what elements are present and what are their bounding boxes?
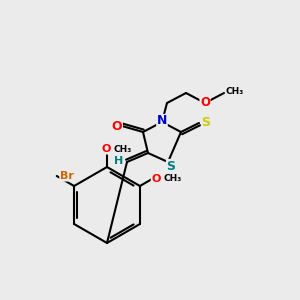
Text: CH₃: CH₃ <box>114 145 132 154</box>
Text: O: O <box>151 174 160 184</box>
Text: O: O <box>112 119 122 133</box>
Text: Br: Br <box>60 171 74 181</box>
Text: O: O <box>101 144 111 154</box>
Text: CH₃: CH₃ <box>226 88 244 97</box>
Text: H: H <box>114 156 124 166</box>
Text: O: O <box>200 95 210 109</box>
Text: CH₃: CH₃ <box>164 175 182 184</box>
Text: S: S <box>202 116 211 128</box>
Text: S: S <box>167 160 176 172</box>
Text: N: N <box>157 115 167 128</box>
